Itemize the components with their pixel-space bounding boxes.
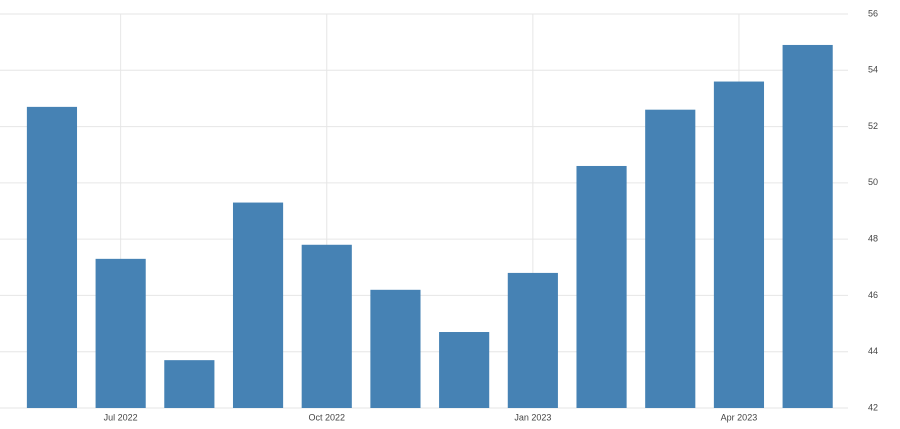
- bar: [370, 289, 421, 408]
- bar: [232, 202, 284, 408]
- bar: [713, 81, 765, 409]
- bar: [782, 44, 833, 408]
- bar: [576, 165, 627, 408]
- bar: [95, 258, 146, 408]
- y-tick-label: 42: [868, 402, 878, 412]
- bar: [507, 272, 558, 408]
- x-tick-label: Oct 2022: [308, 412, 345, 422]
- y-tick-label: 54: [868, 65, 878, 75]
- y-tick-label: 52: [868, 121, 878, 131]
- y-tick-label: 56: [868, 8, 878, 18]
- bar: [164, 360, 215, 408]
- x-tick-label: Jul 2022: [104, 412, 138, 422]
- x-tick-label: Apr 2023: [721, 412, 758, 422]
- bar: [439, 332, 490, 408]
- y-tick-label: 48: [868, 234, 878, 244]
- y-tick-label: 50: [868, 177, 878, 187]
- y-tick-label: 44: [868, 346, 878, 356]
- x-tick-label: Jan 2023: [514, 412, 551, 422]
- y-tick-label: 46: [868, 290, 878, 300]
- bar: [301, 244, 352, 408]
- bar: [26, 106, 78, 408]
- bar: [645, 109, 696, 408]
